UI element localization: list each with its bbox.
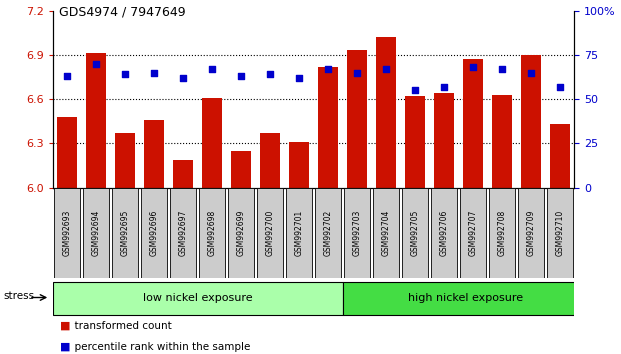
Text: GSM992701: GSM992701: [294, 210, 304, 256]
Text: high nickel exposure: high nickel exposure: [408, 293, 524, 303]
Point: [468, 64, 478, 70]
Bar: [260, 133, 280, 188]
Bar: [521, 55, 541, 188]
FancyBboxPatch shape: [518, 188, 544, 278]
Text: low nickel exposure: low nickel exposure: [143, 293, 253, 303]
Text: GSM992696: GSM992696: [150, 210, 159, 256]
Text: GSM992706: GSM992706: [440, 210, 448, 256]
FancyBboxPatch shape: [489, 188, 515, 278]
Point: [294, 75, 304, 81]
Bar: [144, 120, 165, 188]
Text: GSM992693: GSM992693: [63, 210, 72, 256]
FancyBboxPatch shape: [373, 188, 399, 278]
FancyBboxPatch shape: [460, 188, 486, 278]
Text: ■: ■: [60, 342, 71, 352]
Point: [207, 66, 217, 72]
Text: GSM992707: GSM992707: [468, 210, 478, 256]
FancyBboxPatch shape: [286, 188, 312, 278]
Bar: [347, 51, 367, 188]
Text: GSM992694: GSM992694: [92, 210, 101, 256]
Text: GSM992698: GSM992698: [207, 210, 217, 256]
Bar: [86, 53, 106, 188]
Text: GSM992697: GSM992697: [179, 210, 188, 256]
FancyBboxPatch shape: [315, 188, 341, 278]
Point: [381, 66, 391, 72]
Bar: [202, 98, 222, 188]
Bar: [173, 160, 193, 188]
Point: [555, 84, 565, 90]
Text: GSM992702: GSM992702: [324, 210, 333, 256]
Point: [236, 73, 246, 79]
Bar: [492, 95, 512, 188]
Bar: [405, 96, 425, 188]
Point: [439, 84, 449, 90]
FancyBboxPatch shape: [199, 188, 225, 278]
Text: GSM992695: GSM992695: [120, 210, 130, 256]
Bar: [550, 124, 570, 188]
FancyBboxPatch shape: [344, 188, 370, 278]
Point: [178, 75, 188, 81]
Bar: [289, 142, 309, 188]
Text: GSM992709: GSM992709: [527, 210, 535, 256]
Text: GSM992700: GSM992700: [266, 210, 274, 256]
FancyBboxPatch shape: [343, 281, 589, 315]
Point: [149, 70, 159, 75]
Text: GSM992704: GSM992704: [381, 210, 391, 256]
Text: GSM992703: GSM992703: [353, 210, 361, 256]
Text: stress: stress: [3, 291, 34, 301]
Bar: [318, 67, 338, 188]
FancyBboxPatch shape: [54, 188, 80, 278]
Bar: [376, 37, 396, 188]
Bar: [115, 133, 135, 188]
Text: GSM992708: GSM992708: [497, 210, 507, 256]
Text: GSM992710: GSM992710: [555, 210, 564, 256]
Point: [323, 66, 333, 72]
Bar: [463, 59, 483, 188]
Point: [497, 66, 507, 72]
Bar: [434, 93, 454, 188]
FancyBboxPatch shape: [141, 188, 167, 278]
Point: [120, 72, 130, 77]
Point: [265, 72, 275, 77]
FancyBboxPatch shape: [257, 188, 283, 278]
Text: percentile rank within the sample: percentile rank within the sample: [68, 342, 251, 352]
Text: transformed count: transformed count: [68, 321, 172, 331]
Bar: [57, 117, 78, 188]
FancyBboxPatch shape: [431, 188, 457, 278]
Text: ■: ■: [60, 321, 71, 331]
Bar: [231, 151, 252, 188]
FancyBboxPatch shape: [228, 188, 254, 278]
FancyBboxPatch shape: [170, 188, 196, 278]
FancyBboxPatch shape: [547, 188, 573, 278]
Point: [410, 87, 420, 93]
FancyBboxPatch shape: [53, 281, 343, 315]
Text: GSM992699: GSM992699: [237, 210, 246, 256]
FancyBboxPatch shape: [402, 188, 428, 278]
Text: GDS4974 / 7947649: GDS4974 / 7947649: [59, 5, 186, 18]
FancyBboxPatch shape: [83, 188, 109, 278]
Text: GSM992705: GSM992705: [410, 210, 420, 256]
Point: [91, 61, 101, 67]
FancyBboxPatch shape: [112, 188, 138, 278]
Point: [62, 73, 72, 79]
Point: [352, 70, 362, 75]
Point: [526, 70, 536, 75]
